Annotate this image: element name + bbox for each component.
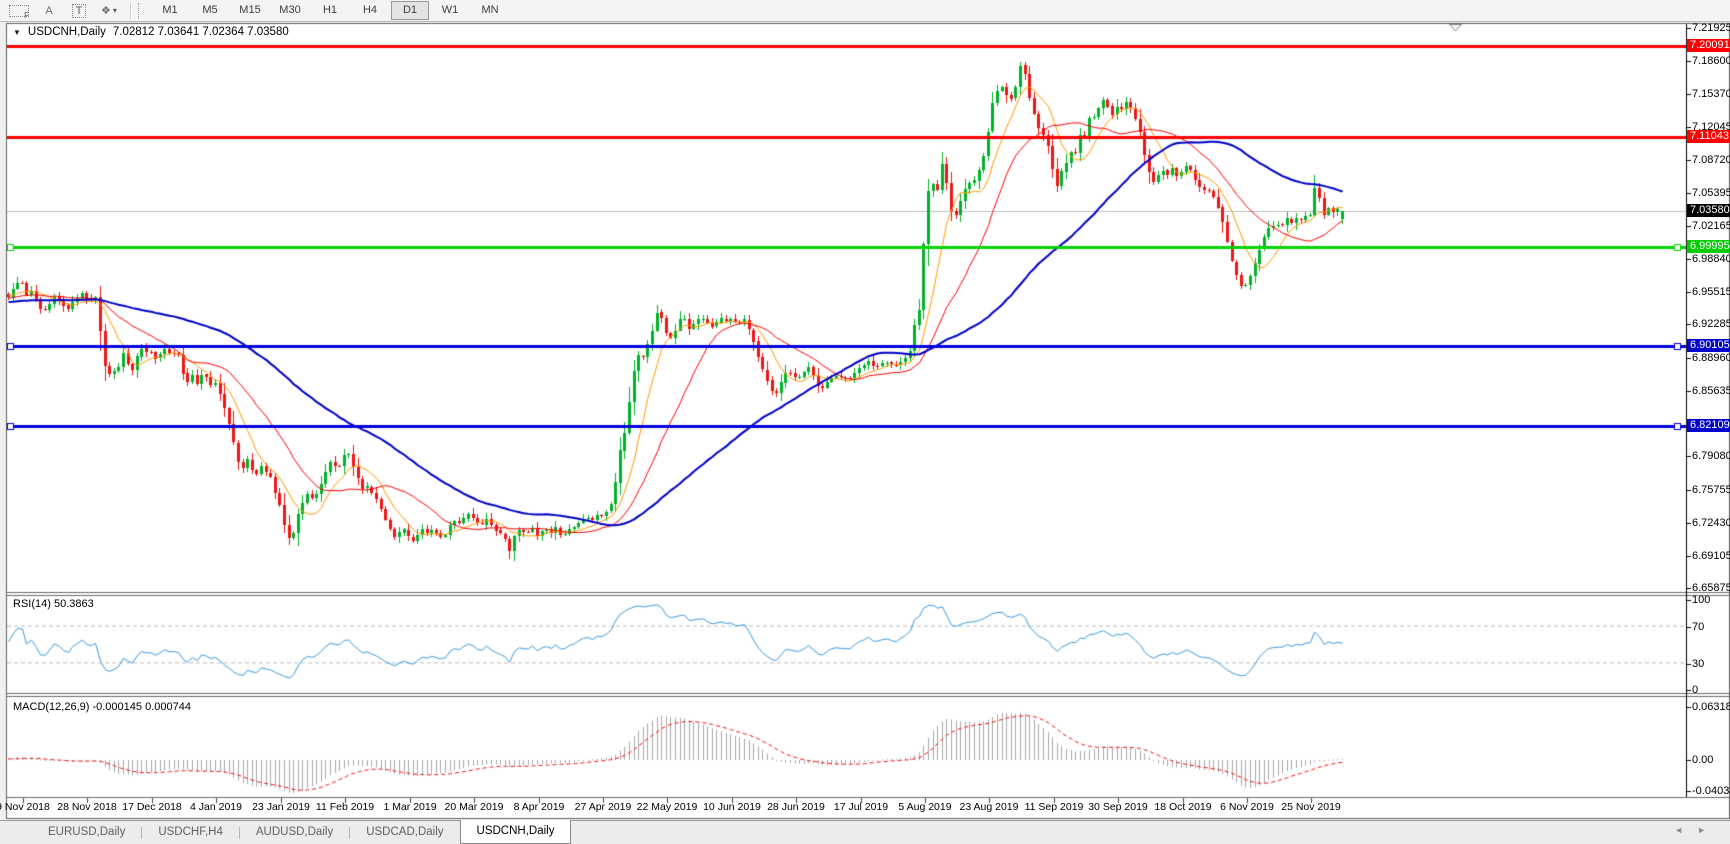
tab-separator (238, 826, 240, 839)
date-axis-label: 6 Nov 2019 (1220, 801, 1274, 813)
chart-tab-usdcad[interactable]: USDCAD,Daily (366, 826, 444, 838)
date-axis-label: 23 Jan 2019 (252, 801, 310, 813)
chart-symbol-period: USDCNH,Daily (27, 26, 106, 38)
rsi-axis-label: 100 (1692, 594, 1711, 606)
dropdown-caret-icon[interactable]: ▾ (112, 6, 117, 15)
date-axis-label: 17 Dec 2018 (122, 801, 182, 813)
price-axis-label: 6.69105 (1692, 550, 1730, 562)
price-axis-label: 7.05395 (1692, 187, 1730, 199)
price-axis-badge: 7.11043 (1687, 130, 1730, 143)
price-axis-label: 6.98840 (1692, 253, 1730, 265)
price-axis-badge: 6.99995 (1687, 240, 1730, 253)
date-axis-label: 30 Sep 2019 (1088, 801, 1148, 813)
text-box-icon[interactable]: T (68, 3, 90, 19)
date-axis-label: 20 Mar 2019 (444, 801, 504, 813)
timeframe-button-m15[interactable]: M15 (239, 4, 261, 16)
tab-separator (349, 826, 351, 839)
timeframe-button-d1[interactable]: D1 (391, 1, 429, 20)
price-axis-label: 6.79080 (1692, 450, 1730, 462)
date-axis-label: 9 Nov 2018 (0, 801, 50, 813)
price-axis-label: 6.88960 (1692, 352, 1730, 364)
chart-title: ▼ USDCNH,Daily 7.02812 7.03641 7.02364 7… (13, 26, 289, 38)
tab-scroll-arrows[interactable]: ◄► (1674, 825, 1720, 835)
arrows-tool-icon[interactable]: ❖ ▾ (101, 5, 117, 17)
chart-ohlc-values: 7.02812 7.03641 7.02364 7.03580 (112, 26, 289, 38)
price-axis-badge: 7.03580 (1687, 204, 1730, 217)
tab-scroll-right-icon[interactable]: ► (1697, 825, 1720, 835)
dotted-grid-f-icon[interactable]: F (8, 3, 30, 20)
tab-separator (141, 826, 143, 839)
macd-axis-label: 0.063184 (1692, 701, 1730, 713)
date-axis-label: 1 Mar 2019 (383, 801, 437, 813)
price-axis-label: 6.65875 (1692, 582, 1730, 594)
date-axis-label: 28 Nov 2018 (57, 801, 117, 813)
macd-axis-label: 0.00 (1692, 754, 1714, 766)
timeframe-button-h1[interactable]: H1 (322, 4, 338, 16)
price-axis-badge: 6.82109 (1687, 419, 1730, 432)
toolbar: F A T ❖ ▾ M1 M5 M15 M30 H1 H4 D1 W1 MN (0, 0, 1730, 22)
chart-tab-usdchf[interactable]: USDCHF,H4 (158, 826, 223, 838)
chart-tab-bar: EURUSD,Daily USDCHF,H4 AUDUSD,Daily USDCAD,… (0, 820, 1730, 844)
price-axis-label: 6.75755 (1692, 484, 1730, 496)
price-axis-label: 7.08720 (1692, 154, 1730, 166)
date-axis-label: 28 Jun 2019 (767, 801, 825, 813)
rsi-axis-label: 70 (1692, 621, 1705, 633)
text-label-icon[interactable]: A (45, 4, 53, 17)
toolbar-separator (130, 2, 132, 19)
date-axis-label: 5 Aug 2019 (898, 801, 952, 813)
date-axis-label: 11 Sep 2019 (1024, 801, 1084, 813)
date-axis-label: 23 Aug 2019 (959, 801, 1019, 813)
price-axis-badge: 6.90105 (1687, 339, 1730, 352)
date-axis-label: 18 Oct 2019 (1154, 801, 1212, 813)
timeframe-button-h4[interactable]: H4 (362, 4, 378, 16)
price-axis-label: 6.95515 (1692, 286, 1730, 298)
price-axis-label: 6.92285 (1692, 318, 1730, 330)
price-axis-label: 6.72430 (1692, 517, 1730, 529)
dotted-grid-f-icon-box (9, 4, 29, 17)
price-axis-label: 7.02165 (1692, 220, 1730, 232)
chart-tab-eurusd[interactable]: EURUSD,Daily (48, 826, 126, 838)
timeframe-button-m5[interactable]: M5 (202, 4, 218, 16)
date-axis-label: 10 Jun 2019 (703, 801, 761, 813)
chart-tab-audusd[interactable]: AUDUSD,Daily (255, 826, 334, 838)
tab-scroll-left-icon[interactable]: ◄ (1674, 825, 1698, 835)
chart-tab-usdcnh[interactable]: USDCNH,Daily (459, 820, 572, 844)
price-axis-label: 7.18600 (1692, 55, 1730, 67)
date-axis-label: 27 Apr 2019 (574, 801, 632, 813)
price-axis-badge: 7.20091 (1687, 39, 1730, 52)
rsi-indicator-label: RSI(14) 50.3863 (13, 598, 94, 610)
rsi-axis-label: 0 (1692, 684, 1699, 696)
price-axis-label: 6.85635 (1692, 385, 1730, 397)
date-axis-label: 17 Jul 2019 (833, 801, 889, 813)
macd-indicator-label: MACD(12,26,9) -0.000145 0.000744 (13, 701, 191, 713)
toolbar-gripper (138, 2, 142, 19)
macd-axis-label: -0.040355 (1692, 785, 1730, 797)
rsi-axis-label: 30 (1692, 658, 1705, 670)
symbol-dropdown-icon[interactable]: ▼ (13, 27, 21, 37)
date-axis-label: 8 Apr 2019 (513, 801, 565, 813)
timeframe-button-m30[interactable]: M30 (279, 4, 301, 16)
date-axis-label: 4 Jan 2019 (190, 801, 242, 813)
timeframe-button-w1[interactable]: W1 (441, 4, 459, 16)
date-axis-label: 22 May 2019 (636, 801, 698, 813)
timeframe-button-mn[interactable]: MN (481, 4, 499, 16)
price-axis-label: 7.21925 (1692, 22, 1730, 34)
date-axis-label: 25 Nov 2019 (1281, 801, 1341, 813)
timeframe-button-m1[interactable]: M1 (162, 4, 178, 16)
date-axis-label: 11 Feb 2019 (315, 801, 375, 813)
price-axis-label: 7.15370 (1692, 88, 1730, 100)
